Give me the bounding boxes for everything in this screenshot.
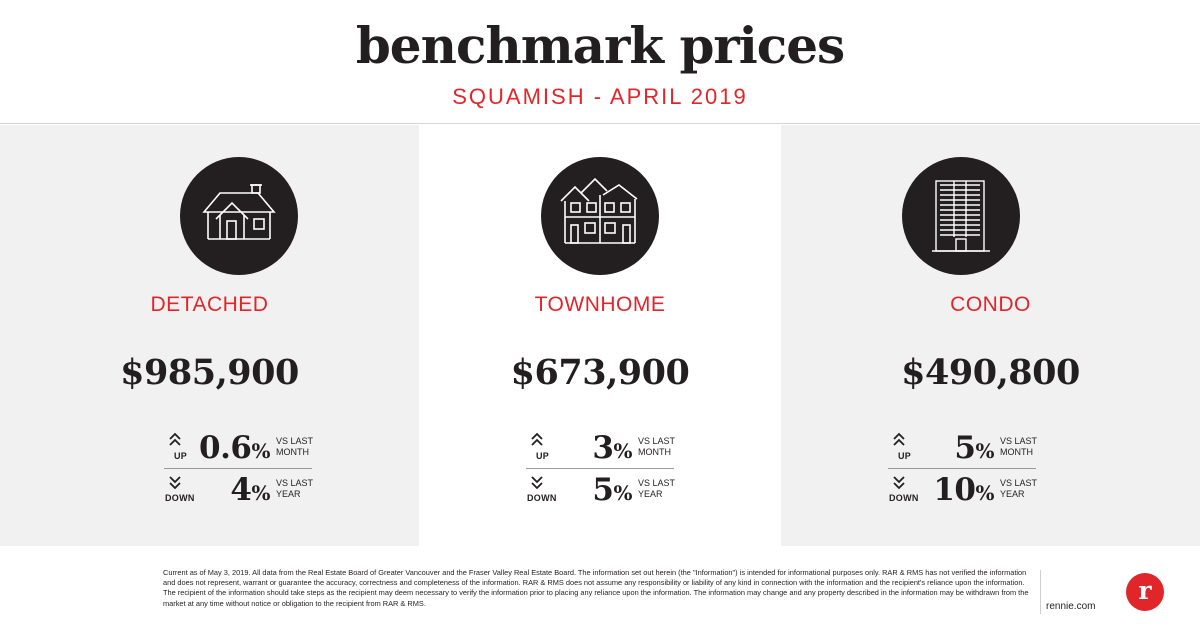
page-title: benchmark prices (355, 16, 845, 75)
stat-row-year: DOWN 10% VS LAST YEAR (888, 470, 1037, 510)
page-subtitle: SQUAMISH - APRIL 2019 (452, 84, 748, 109)
stat-row-month: UP 5% VS LAST MONTH (888, 428, 1037, 469)
double-chevron-up-icon (531, 432, 543, 446)
website-link[interactable]: rennie.com (1046, 601, 1096, 612)
category-townhome: TOWNHOME $673,900 UP 3% VS LAST MONTH DOW… (419, 125, 781, 546)
header: benchmark prices SQUAMISH - APRIL 2019 (0, 0, 1200, 124)
comparison-label: VS LAST YEAR (276, 478, 314, 499)
stat-row-month: UP 3% VS LAST MONTH (526, 428, 675, 469)
stats-block: UP 3% VS LAST MONTH DOWN 5% VS LAST YEAR (526, 428, 675, 510)
detached-house-icon (180, 157, 298, 275)
stat-row-year: DOWN 4% VS LAST YEAR (164, 470, 313, 510)
percent-value: 4% (230, 472, 270, 508)
double-chevron-up-icon (893, 432, 905, 446)
stat-row-month: UP 0.6% VS LAST MONTH (164, 428, 313, 469)
stats-block: UP 5% VS LAST MONTH DOWN 10% VS LAST YEAR (888, 428, 1037, 510)
category-label: TOWNHOME (534, 293, 666, 316)
stat-row-year: DOWN 5% VS LAST YEAR (526, 470, 675, 510)
condo-building-icon (902, 157, 1020, 275)
direction-label: UP (536, 451, 550, 461)
percent-value: 0.6% (199, 430, 270, 466)
comparison-label: VS LAST MONTH (638, 436, 676, 457)
comparison-label: VS LAST YEAR (638, 478, 676, 499)
category-condo: CONDO $490,800 UP 5% VS LAST MONTH DOWN 1… (781, 125, 1200, 546)
benchmark-price: $490,800 (901, 352, 1080, 393)
percent-value: 5% (592, 472, 632, 508)
rennie-logo-icon: r (1126, 573, 1164, 611)
category-label: DETACHED (150, 293, 269, 316)
direction-label: UP (898, 451, 912, 461)
direction-label: DOWN (165, 493, 195, 503)
direction-label: DOWN (527, 493, 557, 503)
category-label: CONDO (950, 293, 1031, 316)
footer-divider (1040, 570, 1041, 614)
percent-value: 3% (592, 430, 632, 466)
comparison-label: VS LAST MONTH (276, 436, 314, 457)
direction-label: UP (174, 451, 188, 461)
double-chevron-down-icon (893, 476, 905, 490)
category-detached: DETACHED $985,900 UP 0.6% VS LAST MONTH D… (0, 125, 419, 546)
stats-block: UP 0.6% VS LAST MONTH DOWN 4% VS LAST YEAR (164, 428, 313, 510)
percent-value: 10% (933, 472, 994, 508)
benchmark-price: $673,900 (510, 352, 690, 393)
comparison-label: VS LAST YEAR (1000, 478, 1038, 499)
benchmark-price: $985,900 (120, 352, 299, 393)
direction-label: DOWN (889, 493, 919, 503)
double-chevron-down-icon (531, 476, 543, 490)
townhome-icon (541, 157, 659, 275)
double-chevron-down-icon (169, 476, 181, 490)
disclaimer-text: Current as of May 3, 2019. All data from… (163, 568, 1029, 608)
comparison-label: VS LAST MONTH (1000, 436, 1038, 457)
double-chevron-up-icon (169, 432, 181, 446)
percent-value: 5% (954, 430, 994, 466)
